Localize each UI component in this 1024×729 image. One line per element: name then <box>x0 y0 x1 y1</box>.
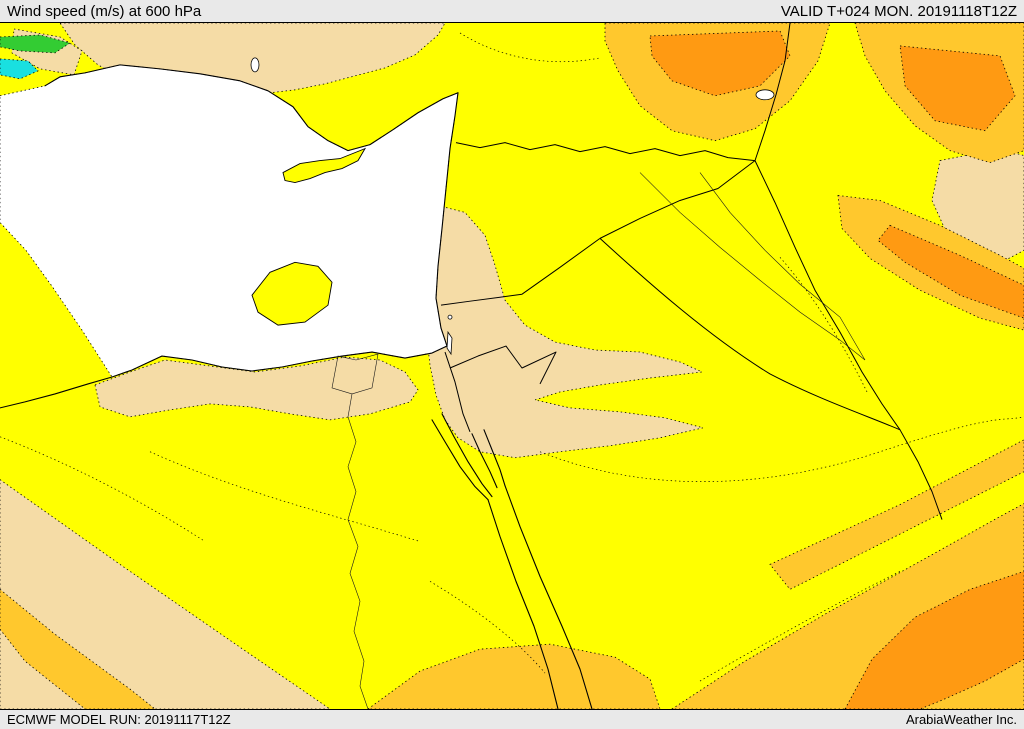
orange-wind-cores <box>649 30 1024 709</box>
valid-time-label: VALID T+024 MON. 20191118T12Z <box>780 2 1017 20</box>
contour-gold-southeast-stripe <box>769 439 1024 590</box>
contour-line-southeast-inner <box>699 571 901 682</box>
border-egypt-israel <box>444 351 471 432</box>
gulf-of-aqaba-west-shore <box>471 433 498 489</box>
turkey-south-coastline <box>44 64 459 152</box>
cyprus-island <box>282 147 367 183</box>
nile-river <box>347 393 369 709</box>
contour-line-upper-egypt <box>429 581 546 674</box>
sea-wind-cell <box>251 261 333 326</box>
lake-tuz <box>250 57 260 73</box>
lake-van <box>755 89 775 101</box>
border-iran-iraq <box>754 160 901 431</box>
contour-orange-right-band <box>877 224 1024 319</box>
tigris-river <box>699 172 866 361</box>
contour-line-west-desert <box>0 436 206 542</box>
sea-of-galilee <box>447 314 453 320</box>
wind-speed-map <box>0 23 1024 709</box>
dead-sea <box>446 330 453 356</box>
contour-orange-top-center <box>649 30 791 97</box>
coastlines <box>0 64 593 709</box>
nile-delta-east-branch <box>351 353 379 395</box>
map-title: Wind speed (m/s) at 600 hPa <box>7 2 202 20</box>
contour-orange-southeast <box>844 570 1024 709</box>
contour-green-aegean <box>0 34 71 54</box>
gulf-of-suez-east-shore <box>441 413 493 498</box>
border-syria-iraq <box>599 160 756 239</box>
gulf-of-suez-west-shore <box>431 419 489 501</box>
contour-tan-levant <box>425 204 704 459</box>
contour-cyan-aegean <box>0 58 39 80</box>
border-turkey-syria <box>455 142 756 162</box>
contour-line-saudi-central <box>539 416 1024 482</box>
footer-bar: ECMWF MODEL RUN: 20191117T12Z ArabiaWeat… <box>0 710 1024 729</box>
contour-line-turkey <box>459 32 601 63</box>
rivers-and-lakes <box>250 57 866 709</box>
map-area <box>0 22 1024 710</box>
header-bar: Wind speed (m/s) at 600 hPa VALID T+024 … <box>0 0 1024 22</box>
contour-tan-egypt-coast <box>94 356 419 421</box>
provider-credit: ArabiaWeather Inc. <box>905 712 1017 727</box>
red-sea-west-coastline <box>487 499 559 709</box>
border-jordan-north <box>440 237 601 306</box>
nile-delta-west-branch <box>331 355 357 395</box>
dotted-contour-lines <box>0 32 1024 682</box>
contour-gold-southwest-stripe <box>0 588 156 709</box>
border-jordan-saudi <box>449 345 557 385</box>
low-wind-patches <box>0 34 71 80</box>
contour-orange-top-right <box>899 45 1016 132</box>
levant-egypt-coastline <box>0 92 459 409</box>
contour-tan-southwest-wedge <box>0 479 331 709</box>
border-turkey-east <box>754 23 791 161</box>
model-run-label: ECMWF MODEL RUN: 20191117T12Z <box>7 712 231 727</box>
gulf-of-aqaba-east-shore <box>483 429 506 487</box>
red-sea-east-coastline <box>504 485 593 709</box>
border-iraq-saudi <box>599 238 943 520</box>
country-borders <box>440 23 943 520</box>
euphrates-river <box>639 172 866 361</box>
